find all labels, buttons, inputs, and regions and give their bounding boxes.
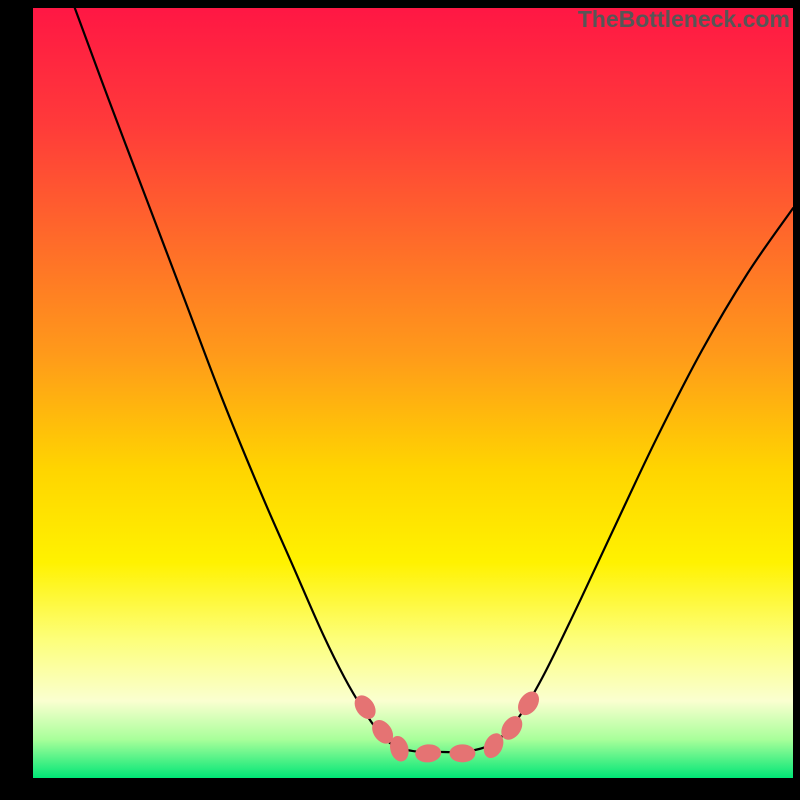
bottleneck-chart-svg xyxy=(33,8,793,778)
watermark-label: TheBottleneck.com xyxy=(578,6,790,33)
chart-container: TheBottleneck.com xyxy=(0,0,800,800)
curve-marker xyxy=(449,744,475,762)
plot-area xyxy=(33,8,793,778)
